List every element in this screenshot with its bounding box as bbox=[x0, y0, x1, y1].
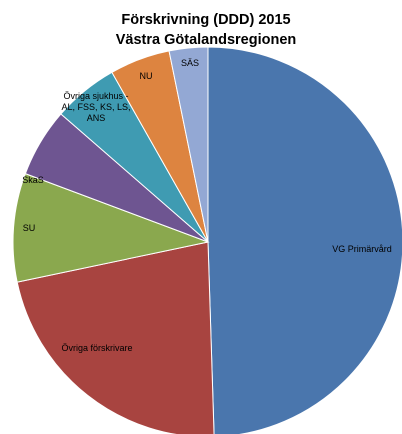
slice-label-1: Övriga förskrivare bbox=[61, 343, 132, 353]
slice-label-5: NU bbox=[140, 71, 153, 81]
pie-slice-6 bbox=[168, 46, 209, 243]
pie-slices bbox=[12, 46, 402, 434]
pie-labels: VG Primärvård Övriga förskrivare SU SkaS Övr… bbox=[22, 58, 392, 353]
pie-slice-1 bbox=[16, 241, 215, 434]
slice-label-0: VG Primärvård bbox=[332, 244, 392, 254]
pie-slice-2 bbox=[12, 173, 210, 283]
slice-label-3: SkaS bbox=[22, 175, 44, 185]
pie-slice-0 bbox=[207, 46, 402, 434]
chart-title-line-1: Förskrivning (DDD) 2015 bbox=[121, 12, 290, 28]
chart-title-line-2: Västra Götalandsregionen bbox=[116, 32, 297, 48]
slice-label-2: SU bbox=[23, 223, 36, 233]
slice-label-4: Övriga sjukhus -AL, FSS, KS, LS, ANS bbox=[61, 91, 130, 123]
slice-label-6: SÄS bbox=[181, 58, 199, 68]
